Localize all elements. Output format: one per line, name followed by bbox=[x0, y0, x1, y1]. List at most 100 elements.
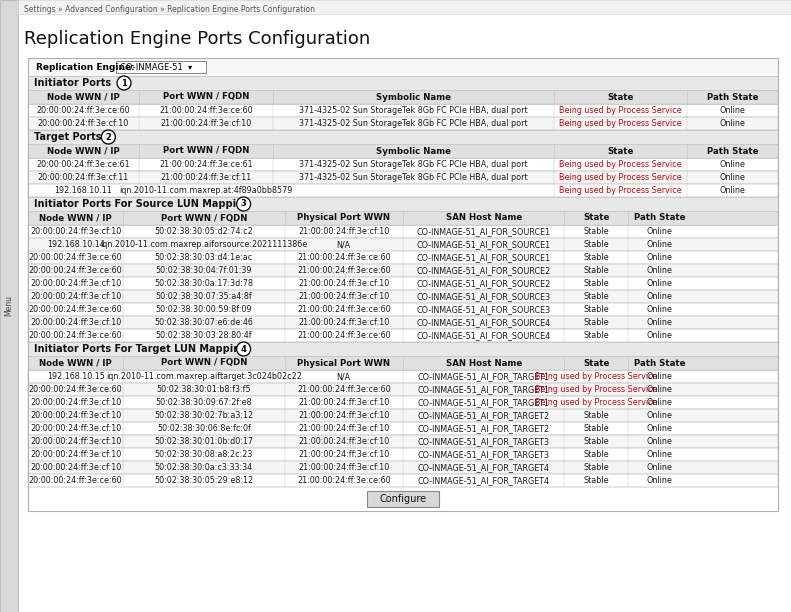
Text: 21:00:00:24:ff:3e:ce:60: 21:00:00:24:ff:3e:ce:60 bbox=[159, 106, 252, 115]
Bar bbox=[28, 461, 778, 474]
Bar bbox=[28, 342, 778, 356]
Text: 20:00:00:24:ff:3e:cf:10: 20:00:00:24:ff:3e:cf:10 bbox=[30, 292, 121, 301]
Text: 50:02:38:30:07:e6:de:46: 50:02:38:30:07:e6:de:46 bbox=[154, 318, 253, 327]
Text: Online: Online bbox=[647, 305, 673, 314]
Text: 50:02:38:30:01:b8:f3:f5: 50:02:38:30:01:b8:f3:f5 bbox=[157, 385, 252, 394]
Text: Initiator Ports For Source LUN Mapping: Initiator Ports For Source LUN Mapping bbox=[34, 199, 250, 209]
Text: 20:00:00:24:ff:3e:cf:10: 20:00:00:24:ff:3e:cf:10 bbox=[30, 437, 121, 446]
Bar bbox=[28, 197, 778, 211]
Text: Online: Online bbox=[720, 119, 746, 128]
Text: 50:02:38:30:03:d4:1e:ac: 50:02:38:30:03:d4:1e:ac bbox=[155, 253, 253, 262]
Text: CO-INMAGE-51_AI_FOR_TARGET2: CO-INMAGE-51_AI_FOR_TARGET2 bbox=[418, 411, 550, 420]
Circle shape bbox=[117, 76, 131, 90]
Text: 21:00:00:24:ff:3e:cf:10: 21:00:00:24:ff:3e:cf:10 bbox=[298, 424, 389, 433]
Text: 20:00:00:24:ff:3e:ce:61: 20:00:00:24:ff:3e:ce:61 bbox=[36, 160, 131, 169]
Bar bbox=[367, 491, 439, 507]
Text: CO-INMAGE-51_AI_FOR_SOURCE3: CO-INMAGE-51_AI_FOR_SOURCE3 bbox=[417, 305, 551, 314]
Text: Stable: Stable bbox=[583, 253, 609, 262]
Text: 20:00:00:24:ff:3e:ce:60: 20:00:00:24:ff:3e:ce:60 bbox=[28, 266, 123, 275]
Bar bbox=[0, 0, 18, 612]
Text: Replication Engine Ports Configuration: Replication Engine Ports Configuration bbox=[24, 30, 370, 48]
Text: CO-INMAGE-51_AI_FOR_SOURCE1: CO-INMAGE-51_AI_FOR_SOURCE1 bbox=[417, 227, 551, 236]
Text: 21:00:00:24:ff:3e:cf:11: 21:00:00:24:ff:3e:cf:11 bbox=[160, 173, 252, 182]
Text: Being used by Process Service: Being used by Process Service bbox=[559, 173, 682, 182]
Text: Online: Online bbox=[647, 318, 673, 327]
Text: CO-INMAGE-51  ▾: CO-INMAGE-51 ▾ bbox=[120, 62, 192, 72]
Text: Online: Online bbox=[647, 227, 673, 236]
Text: Being used by Process Service: Being used by Process Service bbox=[559, 186, 682, 195]
Text: 21:00:00:24:ff:3e:cf:10: 21:00:00:24:ff:3e:cf:10 bbox=[298, 279, 389, 288]
Text: 20:00:00:24:ff:3e:cf:10: 20:00:00:24:ff:3e:cf:10 bbox=[30, 424, 121, 433]
Text: iqn.2010-11.com.maxrep.aiftarget:3c024b02c22: iqn.2010-11.com.maxrep.aiftarget:3c024b0… bbox=[106, 372, 302, 381]
Bar bbox=[28, 184, 778, 197]
Text: Online: Online bbox=[647, 331, 673, 340]
Text: Node WWN / IP: Node WWN / IP bbox=[40, 359, 112, 367]
Text: 21:00:00:24:ff:3e:cf:10: 21:00:00:24:ff:3e:cf:10 bbox=[298, 318, 389, 327]
Text: 50:02:38:30:0a:17:3d:78: 50:02:38:30:0a:17:3d:78 bbox=[154, 279, 253, 288]
Text: Menu: Menu bbox=[5, 296, 13, 316]
Text: Online: Online bbox=[647, 240, 673, 249]
Text: Stable: Stable bbox=[583, 463, 609, 472]
Text: Being used by Process Service: Being used by Process Service bbox=[535, 372, 657, 381]
Bar bbox=[28, 422, 778, 435]
Bar bbox=[28, 409, 778, 422]
Text: iqn.2010-11.com.maxrep.at:4f89a0bb8579: iqn.2010-11.com.maxrep.at:4f89a0bb8579 bbox=[119, 186, 293, 195]
Text: 21:00:00:24:ff:3e:cf:10: 21:00:00:24:ff:3e:cf:10 bbox=[298, 437, 389, 446]
Text: 21:00:00:24:ff:3e:cf:10: 21:00:00:24:ff:3e:cf:10 bbox=[298, 411, 389, 420]
Text: 21:00:00:24:ff:3e:cf:10: 21:00:00:24:ff:3e:cf:10 bbox=[298, 450, 389, 459]
Text: 21:00:00:24:ff:3e:cf:10: 21:00:00:24:ff:3e:cf:10 bbox=[298, 398, 389, 407]
Text: CO-INMAGE-51_AI_FOR_SOURCE4: CO-INMAGE-51_AI_FOR_SOURCE4 bbox=[417, 318, 551, 327]
Text: SAN Host Name: SAN Host Name bbox=[445, 359, 522, 367]
Text: CO-INMAGE-51_AI_FOR_TARGET1: CO-INMAGE-51_AI_FOR_TARGET1 bbox=[418, 385, 550, 394]
Text: Online: Online bbox=[647, 266, 673, 275]
Text: Stable: Stable bbox=[583, 318, 609, 327]
Text: 20:00:00:24:ff:3e:cf:10: 20:00:00:24:ff:3e:cf:10 bbox=[30, 411, 121, 420]
Text: CO-INMAGE-51_AI_FOR_TARGET2: CO-INMAGE-51_AI_FOR_TARGET2 bbox=[418, 424, 550, 433]
Text: iqn.2010-11.com.maxrep.aiforsource:2021111386e: iqn.2010-11.com.maxrep.aiforsource:20211… bbox=[100, 240, 308, 249]
Text: Stable: Stable bbox=[583, 292, 609, 301]
Text: Port WWN / FQDN: Port WWN / FQDN bbox=[163, 92, 249, 102]
Text: Stable: Stable bbox=[583, 331, 609, 340]
Text: CO-INMAGE-51_AI_FOR_TARGET1: CO-INMAGE-51_AI_FOR_TARGET1 bbox=[418, 398, 550, 407]
Bar bbox=[28, 356, 778, 370]
Text: Path State: Path State bbox=[707, 92, 759, 102]
Text: 50:02:38:30:01:0b:d0:17: 50:02:38:30:01:0b:d0:17 bbox=[154, 437, 253, 446]
Bar bbox=[28, 117, 778, 130]
Text: Online: Online bbox=[720, 106, 746, 115]
Text: 20:00:00:24:ff:3e:cf:10: 20:00:00:24:ff:3e:cf:10 bbox=[30, 227, 121, 236]
Text: 21:00:00:24:ff:3e:cf:10: 21:00:00:24:ff:3e:cf:10 bbox=[298, 227, 389, 236]
Text: Node WWN / IP: Node WWN / IP bbox=[40, 214, 112, 223]
Bar bbox=[28, 158, 778, 171]
Bar bbox=[28, 264, 778, 277]
Text: Online: Online bbox=[720, 186, 746, 195]
Text: Physical Port WWN: Physical Port WWN bbox=[297, 214, 390, 223]
Text: Initiator Ports For Target LUN Mapping: Initiator Ports For Target LUN Mapping bbox=[34, 344, 248, 354]
Text: Target Ports: Target Ports bbox=[34, 132, 101, 142]
Bar bbox=[28, 396, 778, 409]
Text: 21:00:00:24:ff:3e:cf:10: 21:00:00:24:ff:3e:cf:10 bbox=[160, 119, 252, 128]
Text: 50:02:38:30:09:67:2f:e8: 50:02:38:30:09:67:2f:e8 bbox=[156, 398, 252, 407]
Text: 371-4325-02 Sun StorageTek 8Gb FC PCIe HBA, dual port: 371-4325-02 Sun StorageTek 8Gb FC PCIe H… bbox=[299, 119, 528, 128]
Text: Online: Online bbox=[647, 292, 673, 301]
Bar bbox=[28, 435, 778, 448]
Text: Online: Online bbox=[647, 385, 673, 394]
Text: Stable: Stable bbox=[583, 437, 609, 446]
Text: 20:00:00:24:ff:3e:cf:10: 20:00:00:24:ff:3e:cf:10 bbox=[30, 463, 121, 472]
Text: Online: Online bbox=[647, 450, 673, 459]
Text: Stable: Stable bbox=[583, 305, 609, 314]
Text: Being used by Process Service: Being used by Process Service bbox=[559, 106, 682, 115]
Text: 50:02:38:30:05:29:e8:12: 50:02:38:30:05:29:e8:12 bbox=[154, 476, 253, 485]
Text: Online: Online bbox=[647, 253, 673, 262]
Text: 20:00:00:24:ff:3e:cf:10: 20:00:00:24:ff:3e:cf:10 bbox=[30, 450, 121, 459]
Text: Stable: Stable bbox=[583, 240, 609, 249]
Text: Stable: Stable bbox=[583, 279, 609, 288]
Text: 20:00:00:24:ff:3e:cf:10: 20:00:00:24:ff:3e:cf:10 bbox=[30, 398, 121, 407]
Text: 50:02:38:30:08:a8:2c:23: 50:02:38:30:08:a8:2c:23 bbox=[155, 450, 253, 459]
Text: 371-4325-02 Sun StorageTek 8Gb FC PCIe HBA, dual port: 371-4325-02 Sun StorageTek 8Gb FC PCIe H… bbox=[299, 173, 528, 182]
Text: 20:00:00:24:ff:3e:ce:60: 20:00:00:24:ff:3e:ce:60 bbox=[28, 253, 123, 262]
Text: Port WWN / FQDN: Port WWN / FQDN bbox=[163, 146, 249, 155]
Text: 20:00:00:24:ff:3e:ce:60: 20:00:00:24:ff:3e:ce:60 bbox=[28, 305, 123, 314]
Text: Replication Engine:: Replication Engine: bbox=[36, 62, 134, 72]
Text: 21:00:00:24:ff:3e:cf:10: 21:00:00:24:ff:3e:cf:10 bbox=[298, 292, 389, 301]
Text: CO-INMAGE-51_AI_FOR_SOURCE1: CO-INMAGE-51_AI_FOR_SOURCE1 bbox=[417, 240, 551, 249]
